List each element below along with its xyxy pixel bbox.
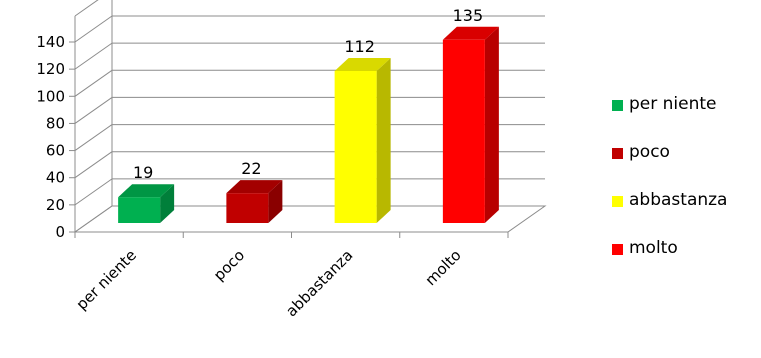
bar-molto bbox=[442, 26, 499, 224]
bar-per-niente bbox=[118, 184, 175, 223]
gridline bbox=[74, 0, 99, 17]
y-tick-label: 0 bbox=[55, 223, 65, 241]
bar-abbastanza bbox=[334, 58, 391, 223]
y-tick-label: 80 bbox=[46, 114, 65, 132]
legend-label: abbastanza bbox=[629, 190, 728, 210]
legend-item-poco: poco bbox=[612, 140, 727, 188]
gridline bbox=[74, 15, 545, 43]
legend-item-molto: molto bbox=[612, 236, 727, 284]
legend-item-abbastanza: abbastanza bbox=[612, 188, 727, 236]
legend-swatch bbox=[612, 100, 623, 111]
x-tick-label: per niente bbox=[73, 246, 140, 313]
bar-poco bbox=[226, 180, 283, 223]
legend-label: poco bbox=[629, 142, 670, 162]
chart-floor bbox=[73, 205, 547, 233]
data-label: 112 bbox=[344, 37, 375, 56]
y-tick-label: 120 bbox=[36, 60, 65, 78]
x-tick-label: abbastanza bbox=[282, 246, 356, 320]
data-label: 135 bbox=[453, 6, 484, 25]
chart-bars bbox=[118, 26, 499, 224]
chart-category-labels: per niente poco abbastanza molto bbox=[73, 246, 465, 320]
legend-label: per niente bbox=[629, 94, 717, 114]
legend-item-per-niente: per niente bbox=[612, 92, 727, 140]
legend-swatch bbox=[612, 244, 623, 255]
y-tick-label: 100 bbox=[36, 87, 65, 105]
y-tick-label: 40 bbox=[46, 169, 65, 187]
data-label: 19 bbox=[133, 163, 153, 182]
chart-data-labels: 19 22 112 135 bbox=[133, 6, 483, 182]
legend-swatch bbox=[612, 148, 623, 159]
legend-swatch bbox=[612, 196, 623, 207]
legend-label: molto bbox=[629, 238, 678, 258]
y-tick-label: 140 bbox=[36, 33, 65, 51]
x-tick-label: poco bbox=[210, 246, 248, 284]
data-label: 22 bbox=[241, 159, 261, 178]
x-tick-label: molto bbox=[422, 246, 465, 289]
chart-axes: 0 20 40 60 80 100 120 140 bbox=[36, 0, 547, 241]
y-tick-label: 60 bbox=[46, 142, 65, 160]
chart-legend: per niente poco abbastanza molto bbox=[612, 92, 727, 284]
y-tick-label: 20 bbox=[46, 196, 65, 214]
